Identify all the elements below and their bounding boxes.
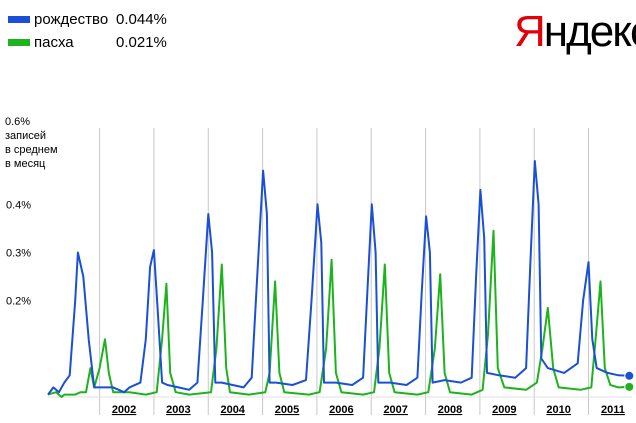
y-axis-label-line-2: в среднем	[5, 144, 58, 156]
legend-label-easter: пасха	[34, 34, 74, 51]
legend-swatch-christmas	[8, 16, 30, 23]
logo-first-letter: Я	[514, 7, 546, 56]
y-axis-label: 0.6% записей в среднем в месяц	[5, 115, 65, 171]
year-label-2007: 2007	[383, 404, 407, 416]
legend-label-christmas: рождество	[34, 11, 109, 28]
year-label-2009: 2009	[492, 404, 516, 416]
series-line-easter	[47, 229, 630, 398]
series-line-christmas	[47, 160, 630, 396]
year-label-2005: 2005	[275, 404, 299, 416]
logo-rest: ндекс	[543, 7, 636, 56]
y-axis-label-line-3: в месяц	[5, 158, 46, 170]
y-tick-label: 0.4%	[6, 199, 31, 211]
year-label-2010: 2010	[546, 404, 570, 416]
legend-item-easter[interactable]: пасха 0.021%	[8, 31, 167, 54]
legend-swatch-easter	[8, 39, 30, 46]
year-label-2002: 2002	[112, 404, 136, 416]
year-label-2011: 2011	[601, 404, 625, 416]
y-tick-label: 0.3%	[6, 248, 31, 260]
series-end-marker-easter	[624, 381, 635, 392]
year-label-2008: 2008	[438, 404, 462, 416]
year-label-2004: 2004	[220, 404, 245, 416]
yandex-logo[interactable]: Яндекс	[514, 8, 636, 56]
legend-value-christmas: 0.044%	[116, 11, 167, 28]
y-axis-top-value: 0.6%	[5, 116, 31, 128]
legend-item-christmas[interactable]: рождество 0.044%	[8, 8, 167, 31]
year-label-2003: 2003	[166, 404, 190, 416]
y-tick-label: 0.2%	[6, 296, 31, 308]
series-end-marker-christmas	[624, 370, 635, 381]
year-label-2006: 2006	[329, 404, 353, 416]
legend-value-easter: 0.021%	[116, 34, 167, 51]
y-axis-label-line-1: записей	[5, 130, 47, 142]
legend: рождество 0.044% пасха 0.021%	[8, 8, 167, 54]
